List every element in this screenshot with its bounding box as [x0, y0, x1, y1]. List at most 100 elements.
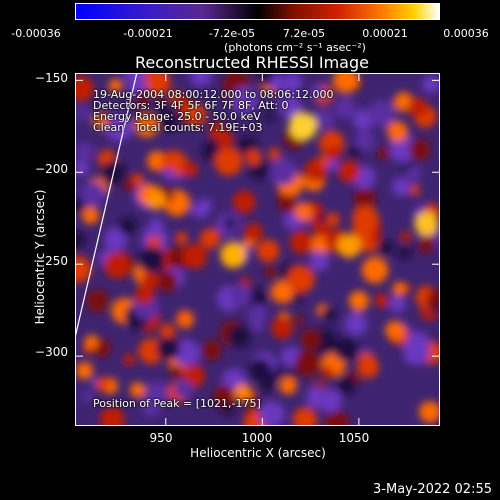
- emission-blob: [407, 97, 428, 118]
- emission-blob: [294, 350, 322, 377]
- emission-blob: [92, 113, 109, 129]
- emission-blob: [368, 100, 396, 127]
- emission-blob: [269, 74, 285, 91]
- emission-blob: [406, 166, 422, 182]
- emission-blob: [216, 130, 234, 148]
- emission-blob: [268, 148, 281, 161]
- emission-blob: [337, 375, 357, 396]
- y-tick-label: −150: [35, 71, 68, 85]
- emission-blob: [347, 146, 361, 159]
- render-timestamp: 3-May-2022 02:55: [373, 482, 492, 497]
- emission-blob: [270, 280, 294, 304]
- emission-blob: [324, 410, 349, 426]
- emission-blob: [409, 184, 421, 196]
- emission-blob: [385, 320, 405, 341]
- emission-blob: [403, 338, 430, 366]
- emission-blob: [400, 231, 412, 243]
- emission-blob: [247, 304, 268, 324]
- emission-blob: [285, 73, 302, 91]
- emission-blob: [118, 217, 138, 236]
- emission-blob: [81, 390, 94, 403]
- emission-blob: [361, 256, 389, 284]
- emission-blob: [313, 108, 335, 130]
- bright-source: [288, 112, 317, 141]
- emission-blob: [213, 385, 235, 407]
- x-tick-label: 950: [149, 431, 173, 445]
- info-line-time: 19-Aug-2004 08:00:12.000 to 08:06:12.000: [93, 88, 334, 101]
- emission-blob: [258, 401, 285, 426]
- emission-blob: [306, 386, 327, 408]
- emission-blob: [143, 73, 171, 96]
- emission-blob: [76, 106, 90, 120]
- colorbar-tick-label: -7.2e-05: [208, 27, 256, 40]
- emission-blob: [248, 358, 272, 382]
- emission-blob: [326, 145, 341, 161]
- bright-source: [220, 242, 247, 269]
- emission-blob: [333, 73, 359, 94]
- emission-blob: [244, 223, 263, 242]
- emission-blob: [141, 396, 162, 417]
- bright-source: [348, 290, 369, 311]
- info-line-detectors: Detectors: 3F 4F 5F 6F 7F 8F, Att: 0: [93, 99, 289, 112]
- emission-blob: [214, 147, 243, 176]
- emission-blob: [228, 325, 251, 348]
- emission-blob: [344, 312, 368, 336]
- emission-blob: [229, 284, 252, 307]
- peak-position-label: Position of Peak = [1021,-175]: [93, 397, 261, 410]
- emission-blob: [159, 323, 176, 340]
- emission-blob: [141, 272, 159, 289]
- emission-blob: [408, 138, 431, 161]
- emission-blob: [334, 97, 356, 119]
- emission-blob: [317, 213, 328, 224]
- emission-blob: [135, 284, 155, 305]
- y-tick-label: −200: [35, 162, 68, 176]
- emission-blob: [182, 161, 198, 178]
- emission-blob: [108, 78, 123, 93]
- plot-frame: [75, 73, 440, 426]
- emission-blob: [95, 376, 110, 392]
- emission-blob: [338, 160, 360, 183]
- emission-blob: [75, 231, 86, 250]
- emission-blob: [357, 356, 379, 378]
- emission-blob: [230, 86, 258, 114]
- emission-blob: [174, 379, 193, 399]
- emission-blob: [245, 149, 262, 166]
- bright-source: [234, 383, 253, 402]
- emission-blob: [182, 243, 208, 269]
- emission-blob: [75, 142, 94, 162]
- emission-blob: [326, 212, 340, 226]
- emission-blob: [269, 158, 297, 186]
- emission-blob: [392, 281, 407, 296]
- y-tick-label: −250: [35, 254, 68, 268]
- emission-blob: [287, 265, 315, 293]
- emission-blob: [184, 103, 207, 126]
- emission-blob: [131, 173, 144, 186]
- emission-blob: [223, 218, 236, 230]
- emission-blob: [191, 201, 209, 219]
- emission-blob: [75, 362, 94, 380]
- x-tick-label: 1000: [241, 431, 273, 445]
- emission-blob: [278, 195, 297, 214]
- emission-blob: [147, 235, 162, 251]
- emission-blob: [317, 155, 330, 167]
- emission-blob: [422, 75, 440, 93]
- emission-blob: [80, 181, 106, 207]
- colorbar-tick-label: 0.00036: [443, 27, 489, 40]
- colorbar-tick-label: -0.00021: [123, 27, 173, 40]
- emission-blob: [418, 288, 430, 300]
- emission-blob: [353, 109, 374, 130]
- emission-blob: [389, 296, 406, 313]
- emission-blob: [246, 287, 268, 308]
- emission-blob: [370, 233, 382, 244]
- emission-blob: [311, 85, 325, 99]
- emission-blob: [84, 334, 99, 349]
- emission-blob: [289, 230, 313, 254]
- emission-blob: [300, 328, 321, 350]
- emission-blob: [363, 134, 375, 146]
- emission-blob: [75, 256, 92, 283]
- emission-blob: [155, 108, 178, 131]
- emission-blob: [86, 289, 109, 313]
- solar-limb-line: [75, 73, 138, 338]
- emission-blob: [294, 202, 313, 221]
- emission-blob: [157, 271, 178, 293]
